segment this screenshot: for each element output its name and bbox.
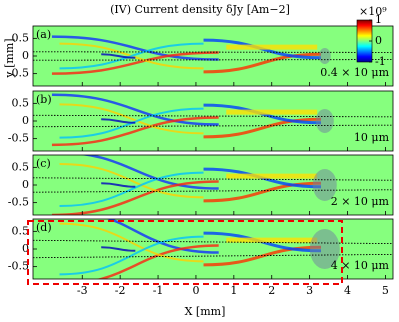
heatmap — [33, 155, 393, 215]
y-tick-label: -0.5 — [8, 132, 29, 145]
field-streak — [101, 118, 136, 124]
panel-annotation: 2 × 10 μm — [331, 195, 390, 208]
panel-annotation: 4 × 10 μm — [331, 259, 390, 272]
colorbar-exponent: ×10⁹ — [359, 5, 387, 18]
field-streak — [203, 181, 322, 203]
panels: 0.5 0 -0.5 (a) 0.4 × 10 μm 0.5 0 -0.5 (b) 10 μm 0.… — [8, 25, 394, 297]
field-streak — [51, 180, 219, 215]
trajectory — [33, 177, 393, 181]
y-tick-label: 0.5 — [12, 160, 30, 173]
y-tick-label: 0.5 — [12, 31, 30, 44]
trajectory — [33, 59, 393, 61]
focus-blur — [318, 48, 331, 64]
panel-label: (b) — [36, 93, 52, 106]
y-tick-label: -0.5 — [8, 196, 29, 209]
field-streak — [59, 235, 204, 276]
x-tick-label: 5 — [382, 284, 389, 297]
field-streak — [51, 93, 219, 126]
trajectory — [33, 253, 393, 259]
x-tick-label: 0 — [192, 284, 199, 297]
field-streak — [203, 52, 322, 74]
heatmap — [33, 91, 393, 151]
highlight-box — [27, 220, 343, 285]
focus-blur — [312, 169, 337, 201]
y-tick-label: -0.5 — [8, 260, 29, 273]
trajectory — [33, 51, 393, 53]
x-tick-label: 4 — [344, 284, 351, 297]
field-streak — [51, 35, 219, 61]
figure-title: (IV) Current density δJy [Am−2] — [110, 3, 290, 16]
y-tick-label: 0 — [22, 49, 29, 62]
colorbar: 1 0 -1 ×10⁹ — [356, 5, 387, 68]
x-tick-label: 3 — [306, 284, 313, 297]
focus-blur — [315, 109, 334, 133]
x-tick-label: 2 — [268, 284, 275, 297]
colorbar-tick-label: 0 — [375, 34, 382, 47]
y-tick-label: 0 — [22, 178, 29, 191]
trajectory — [33, 239, 393, 245]
y-tick-label: 0 — [22, 114, 29, 127]
x-tick-label: -3 — [77, 284, 88, 297]
field-streak — [203, 117, 322, 139]
field-streak — [59, 42, 204, 70]
trajectory — [33, 189, 393, 193]
field-streak — [59, 171, 204, 207]
y-tick-label: 0.5 — [12, 96, 30, 109]
x-tick-label: -2 — [115, 284, 126, 297]
panel-label: (c) — [36, 157, 51, 170]
y-tick-label: 0 — [22, 242, 29, 255]
heatmap-background — [33, 26, 393, 86]
field-streak — [101, 246, 136, 252]
x-tick-label: -1 — [153, 284, 164, 297]
y-tick-label: 0.5 — [12, 224, 30, 237]
field-streak — [51, 116, 219, 147]
heatmap — [33, 26, 393, 86]
colorbar-tick-label: -1 — [375, 55, 386, 68]
heatmap — [33, 219, 393, 279]
field-streak — [106, 219, 219, 254]
x-tick-label: 1 — [230, 284, 237, 297]
field-streak — [101, 53, 136, 59]
panel-label: (a) — [36, 28, 51, 41]
focus-blur — [309, 229, 340, 269]
panel-annotation: 0.4 × 10 μm — [320, 66, 389, 79]
field-streak — [96, 244, 219, 279]
trajectory — [33, 114, 393, 118]
panel-annotation: 10 μm — [354, 131, 390, 144]
x-axis-label: X [mm] — [185, 305, 226, 318]
y-tick-label: -0.5 — [8, 67, 29, 80]
field-streak — [59, 103, 204, 135]
field-streak — [59, 222, 204, 263]
panel-label: (d) — [36, 221, 52, 234]
field-streak — [203, 245, 322, 267]
field-streak — [101, 182, 136, 188]
trajectory — [33, 124, 393, 128]
field-streak — [80, 155, 219, 190]
colorbar-tick-label: 1 — [375, 13, 382, 26]
field-streak — [51, 51, 219, 75]
field-streak — [59, 163, 204, 199]
y-axis-label: y [mm] — [3, 38, 16, 78]
